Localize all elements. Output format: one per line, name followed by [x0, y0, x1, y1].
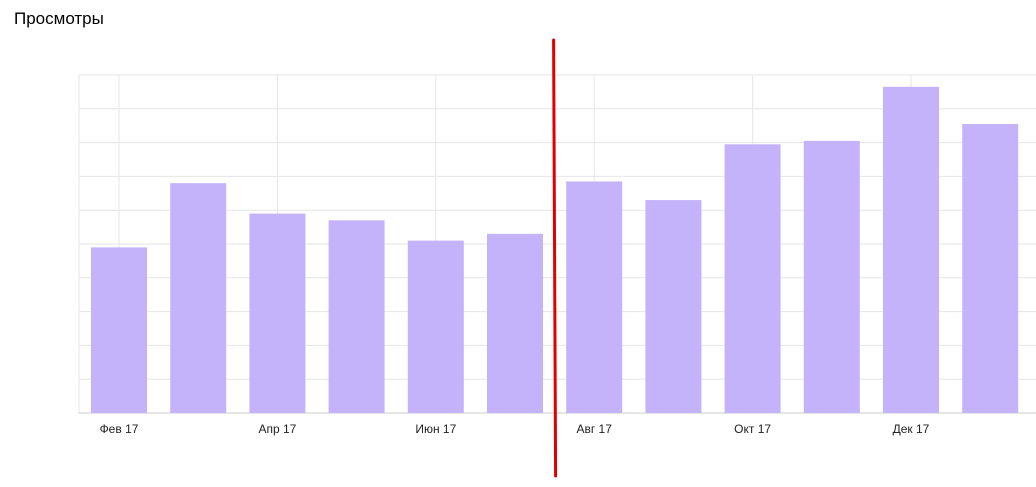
x-axis-ticks: Фев 17 Апр 17 Июн 17 Авг 17 Окт 17 Дек 17 — [100, 422, 930, 436]
bar-окт-17[interactable] — [724, 144, 781, 414]
x-tick-label: Окт 17 — [734, 422, 771, 436]
bar-апр-17[interactable] — [249, 213, 306, 413]
chart-title: Просмотры — [14, 9, 104, 28]
bar-янв-18[interactable] — [962, 124, 1019, 413]
x-tick-label: Июн 17 — [415, 422, 456, 436]
bar-июн-17[interactable] — [407, 240, 464, 413]
red-marker-line — [552, 38, 558, 478]
x-tick-label: Апр 17 — [258, 422, 296, 436]
bar-июл-17[interactable] — [487, 233, 543, 413]
chart-annotations — [552, 38, 558, 478]
bar-фев-17[interactable] — [91, 247, 147, 413]
bar-дек-17[interactable] — [883, 86, 939, 413]
bar-сен-17[interactable] — [645, 200, 702, 413]
chart-bars — [91, 86, 1019, 414]
bar-май-17[interactable] — [328, 220, 385, 413]
bar-мар-17[interactable] — [170, 183, 227, 413]
x-tick-label: Дек 17 — [893, 422, 930, 436]
x-tick-label: Авг 17 — [576, 422, 612, 436]
x-tick-label: Фев 17 — [100, 422, 139, 436]
bar-ноя-17[interactable] — [803, 140, 860, 413]
bar-авг-17[interactable] — [566, 181, 623, 413]
